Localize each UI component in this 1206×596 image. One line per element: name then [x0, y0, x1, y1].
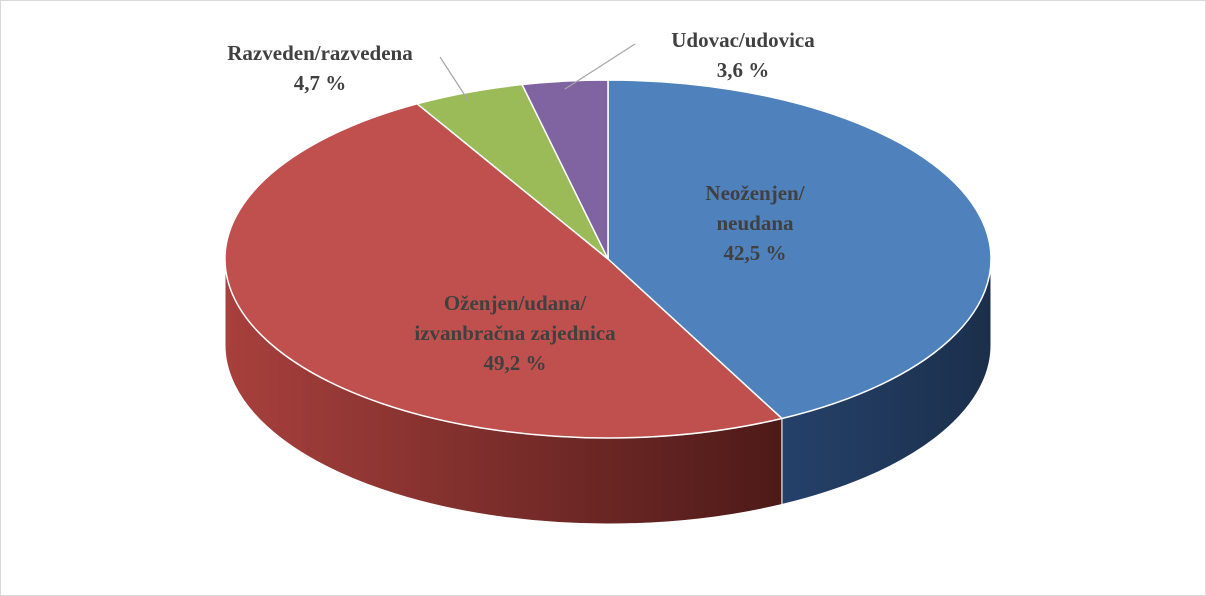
label-line: izvanbračna zajednica — [414, 321, 616, 345]
label-line: neudana — [716, 211, 794, 235]
label-line: Udovac/udovica — [671, 28, 815, 52]
slice-label: Oženjen/udana/izvanbračna zajednica — [414, 291, 616, 345]
value-label: 42,5 % — [724, 241, 787, 265]
label-line: Neoženjen/ — [705, 181, 805, 205]
slice-label: Razveden/razvedena — [227, 41, 413, 65]
value-label: 3,6 % — [717, 58, 770, 82]
slice-label: Udovac/udovica — [671, 28, 815, 52]
slice — [224, 102, 784, 439]
label-line: Oženjen/udana/ — [444, 291, 588, 315]
leader-line — [564, 43, 636, 90]
label-line: Razveden/razvedena — [227, 41, 413, 65]
slice-label: Neoženjen/neudana — [705, 181, 805, 235]
value-label: 4,7 % — [294, 71, 347, 95]
value-label: 49,2 % — [484, 351, 547, 375]
leader-line — [439, 56, 469, 101]
slice — [520, 79, 609, 260]
slice — [607, 79, 992, 420]
